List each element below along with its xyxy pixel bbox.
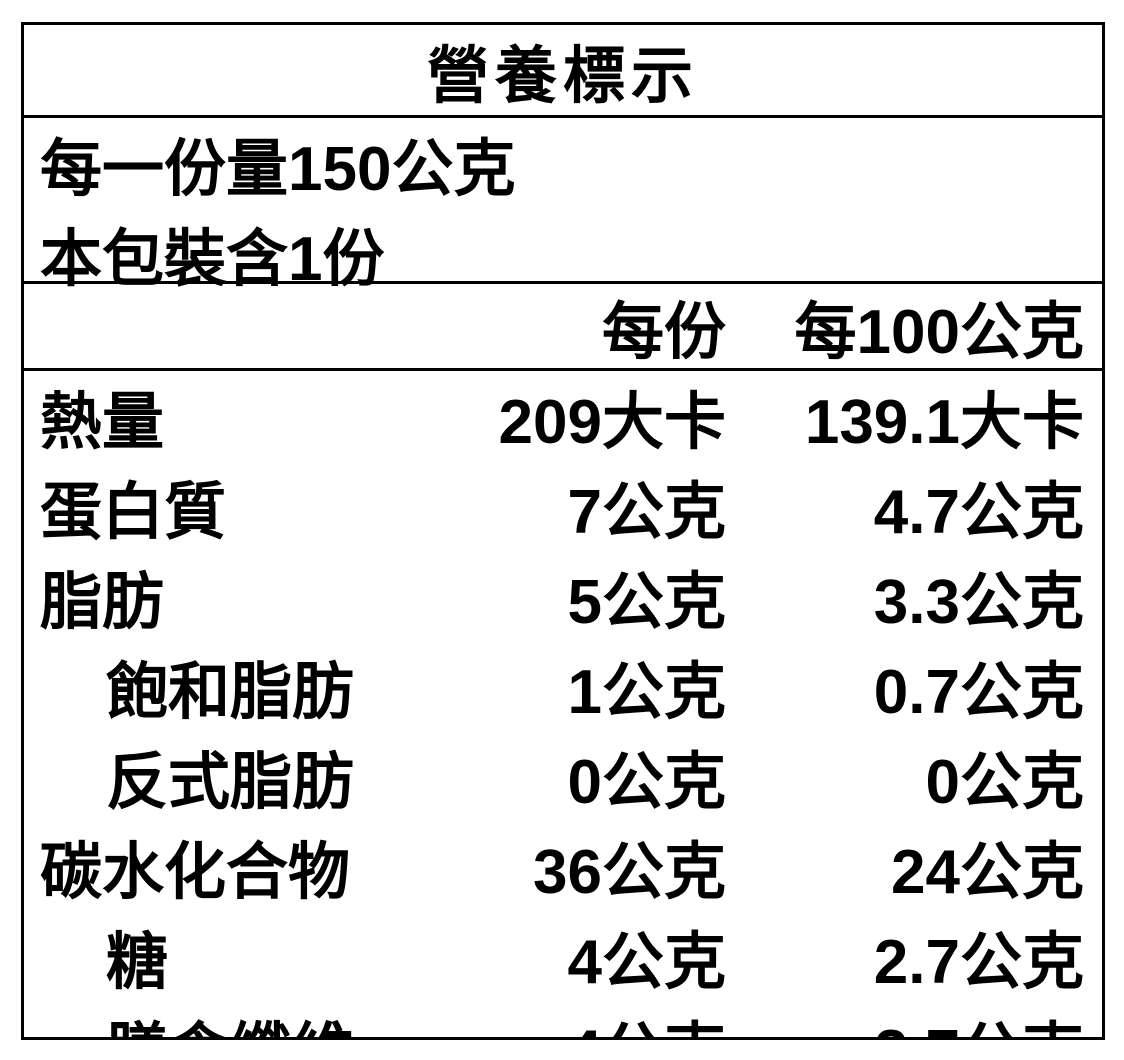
- nutrient-name: 反式脂肪: [106, 748, 355, 817]
- per-100g-value: 3.3公克: [873, 568, 1084, 637]
- table-row: 糖 4公克 2.7公克: [24, 911, 1102, 1001]
- nutrition-facts-table: 營養標示 每一份量150公克 本包裝含1份 每份 每100公克 熱量 209大卡…: [21, 22, 1105, 1040]
- table-row: 蛋白質 7公克 4.7公克: [24, 461, 1102, 551]
- per-serving-value: 36公克: [533, 838, 726, 907]
- table-row: 熱量 209大卡 139.1大卡: [24, 371, 1102, 461]
- per-serving-value: 4公克: [476, 1001, 726, 1037]
- per-100g-value: 2.7公克: [873, 928, 1084, 997]
- per-serving-value: 5公克: [567, 568, 726, 637]
- nutrient-name: 膳食纖維: [24, 1001, 476, 1037]
- per-100g-value: 4.7公克: [873, 478, 1084, 547]
- nutrient-name: 蛋白質: [40, 478, 227, 547]
- per-100g-value: 139.1大卡: [804, 388, 1084, 457]
- per-serving-value: 0公克: [567, 748, 726, 817]
- servings-per-package-line: 本包裝含1份: [40, 225, 385, 294]
- per-100g-column-header: 每100公克: [794, 298, 1084, 367]
- serving-info-section: 每一份量150公克 本包裝含1份: [24, 118, 1102, 294]
- per-100g-value: 2.7公克: [726, 1001, 1084, 1037]
- columns-header-row: 每份 每100公克: [24, 284, 1102, 371]
- table-row: 膳食纖維 4公克 2.7公克: [24, 1001, 1102, 1037]
- per-100g-value: 0.7公克: [873, 658, 1084, 727]
- serving-size-line: 每一份量150公克: [40, 135, 516, 204]
- per-serving-column-header: 每份: [601, 298, 726, 367]
- nutrient-name: 糖: [106, 928, 169, 997]
- table-row: 反式脂肪 0公克 0公克: [24, 731, 1102, 821]
- nutrition-label-title: 營養標示: [24, 25, 1102, 118]
- per-100g-value: 24公克: [891, 838, 1084, 907]
- per-serving-value: 7公克: [567, 478, 726, 547]
- per-serving-value: 209大卡: [498, 388, 726, 457]
- per-serving-value: 4公克: [567, 928, 726, 997]
- per-100g-value: 0公克: [925, 748, 1084, 817]
- table-row: 飽和脂肪 1公克 0.7公克: [24, 641, 1102, 731]
- nutrition-rows: 熱量 209大卡 139.1大卡 蛋白質 7公克 4.7公克 脂肪 5公克 3.…: [24, 371, 1102, 1037]
- per-serving-value: 1公克: [567, 658, 726, 727]
- table-row: 碳水化合物 36公克 24公克: [24, 821, 1102, 911]
- nutrient-name: 碳水化合物: [40, 838, 351, 907]
- nutrient-name: 熱量: [40, 388, 165, 457]
- nutrient-name: 脂肪: [40, 568, 165, 637]
- table-row: 脂肪 5公克 3.3公克: [24, 551, 1102, 641]
- nutrient-name: 飽和脂肪: [106, 658, 355, 727]
